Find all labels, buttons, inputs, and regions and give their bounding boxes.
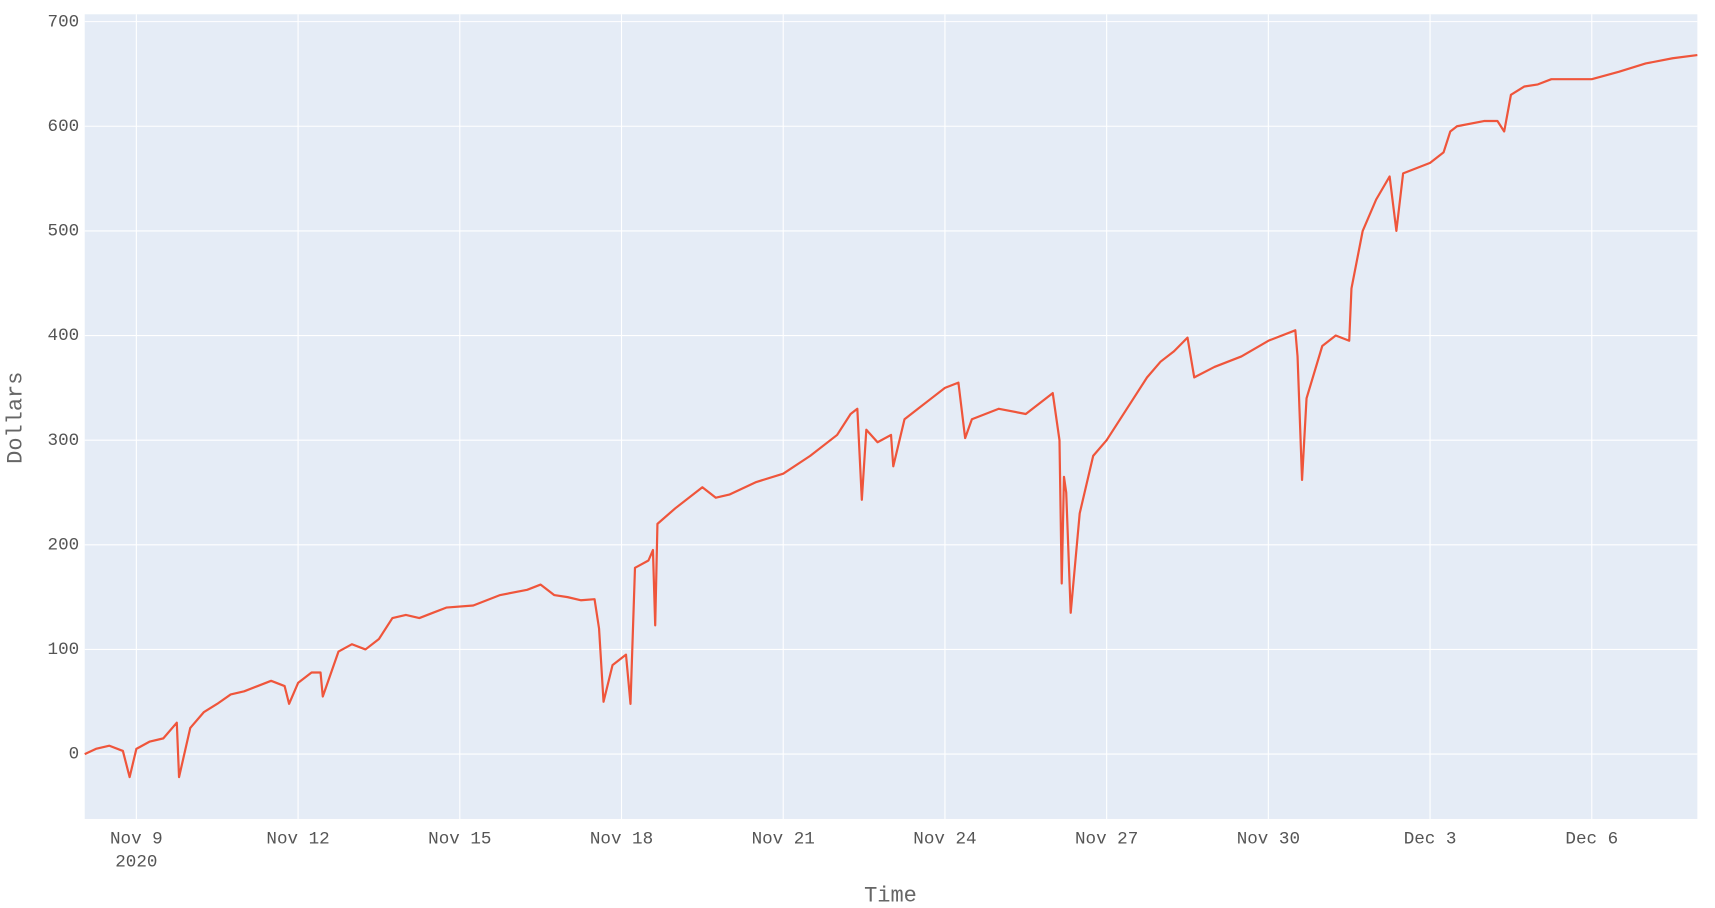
x-tick-label: Dec 6 <box>1565 829 1618 849</box>
marks <box>84 54 1698 779</box>
x-tick-label: Nov 27 <box>1075 829 1138 849</box>
y-tick-label: 500 <box>48 222 80 242</box>
x-tick-label: Nov 15 <box>428 829 491 849</box>
y-tick-label: 700 <box>48 12 80 32</box>
y-tick-label: 300 <box>48 431 80 451</box>
x-tick-label: Nov 18 <box>590 829 653 849</box>
y-tick-label: 600 <box>48 117 80 137</box>
x-tick-label: Nov 21 <box>752 829 815 849</box>
y-axis-title: Dollars <box>3 372 28 464</box>
x-tick-label: Nov 24 <box>913 829 976 849</box>
y-tick-label: 100 <box>48 640 80 660</box>
y-tick-label: 0 <box>69 745 80 765</box>
x-tick-year: 2020 <box>115 852 157 872</box>
y-tick-label: 200 <box>48 535 80 555</box>
grid <box>84 14 1698 819</box>
x-tick-label: Nov 30 <box>1237 829 1300 849</box>
x-tick-label: Dec 3 <box>1404 829 1457 849</box>
x-axis-title: Time <box>864 884 917 908</box>
x-tick-label: Nov 9 <box>110 829 163 849</box>
x-tick-label: Nov 12 <box>266 829 329 849</box>
plot-area <box>84 14 1698 819</box>
y-tick-label: 400 <box>48 326 80 346</box>
data-line <box>84 54 1698 779</box>
